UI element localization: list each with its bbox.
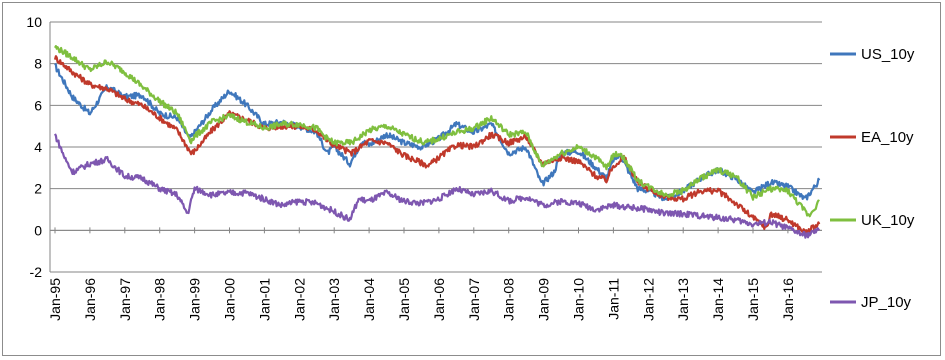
series-line-jp-10y bbox=[54, 133, 821, 239]
y-tick-label: 4 bbox=[34, 139, 42, 155]
legend-label: EA_10y bbox=[861, 129, 914, 146]
y-tick-label: 0 bbox=[34, 222, 42, 238]
x-tick-label: Jan-97 bbox=[117, 278, 133, 321]
x-tick-label: Jan-16 bbox=[780, 278, 796, 321]
legend-label: JP_10y bbox=[861, 294, 912, 311]
series-line-us-10y bbox=[54, 62, 821, 202]
x-tick-label: Jan-15 bbox=[745, 278, 761, 321]
x-tick-label: Jan-13 bbox=[675, 278, 691, 321]
x-tick-label: Jan-05 bbox=[396, 278, 412, 321]
x-tick-label: Jan-02 bbox=[291, 278, 307, 321]
x-tick-label: Jan-03 bbox=[326, 278, 342, 321]
legend-label: US_10y bbox=[861, 46, 915, 63]
x-tick-label: Jan-08 bbox=[501, 278, 517, 321]
y-tick-label: -2 bbox=[30, 264, 43, 280]
x-tick-label: Jan-01 bbox=[256, 278, 272, 321]
x-tick-label: Jan-96 bbox=[82, 278, 98, 321]
x-tick-label: Jan-00 bbox=[222, 278, 238, 321]
series-lines bbox=[53, 44, 821, 239]
series-line-uk-10y bbox=[54, 44, 820, 218]
x-axis-ticks: Jan-95 Jan-96 Jan-97 Jan-98 Jan-99 Jan-00 Jan-… bbox=[47, 278, 796, 321]
y-tick-label: 10 bbox=[26, 14, 42, 30]
x-tick-label: Jan-04 bbox=[361, 278, 377, 321]
x-tick-label: Jan-10 bbox=[571, 278, 587, 321]
series-line-ea-10y bbox=[53, 55, 821, 235]
x-tick-label: Jan-98 bbox=[152, 278, 168, 321]
x-tick-label: Jan-06 bbox=[431, 278, 447, 321]
x-tick-label: Jan-14 bbox=[710, 278, 726, 321]
gridlines bbox=[49, 21, 822, 273]
legend: US_10y EA_10y UK_10y JP_10y bbox=[830, 46, 915, 311]
x-tick-label: Jan-09 bbox=[536, 278, 552, 321]
y-tick-label: 2 bbox=[34, 181, 42, 197]
x-tick-label: Jan-95 bbox=[47, 278, 63, 321]
y-tick-label: 6 bbox=[34, 97, 42, 113]
x-tick-label: Jan-12 bbox=[640, 278, 656, 321]
x-tick-label: Jan-99 bbox=[187, 278, 203, 321]
y-axis-ticks: -2 0 2 4 6 8 10 bbox=[26, 14, 42, 280]
x-tick-label: Jan-11 bbox=[605, 278, 621, 320]
x-tick-label: Jan-07 bbox=[466, 278, 482, 321]
legend-label: UK_10y bbox=[861, 212, 915, 229]
y-tick-label: 8 bbox=[34, 56, 42, 72]
chart-frame bbox=[2, 2, 941, 356]
